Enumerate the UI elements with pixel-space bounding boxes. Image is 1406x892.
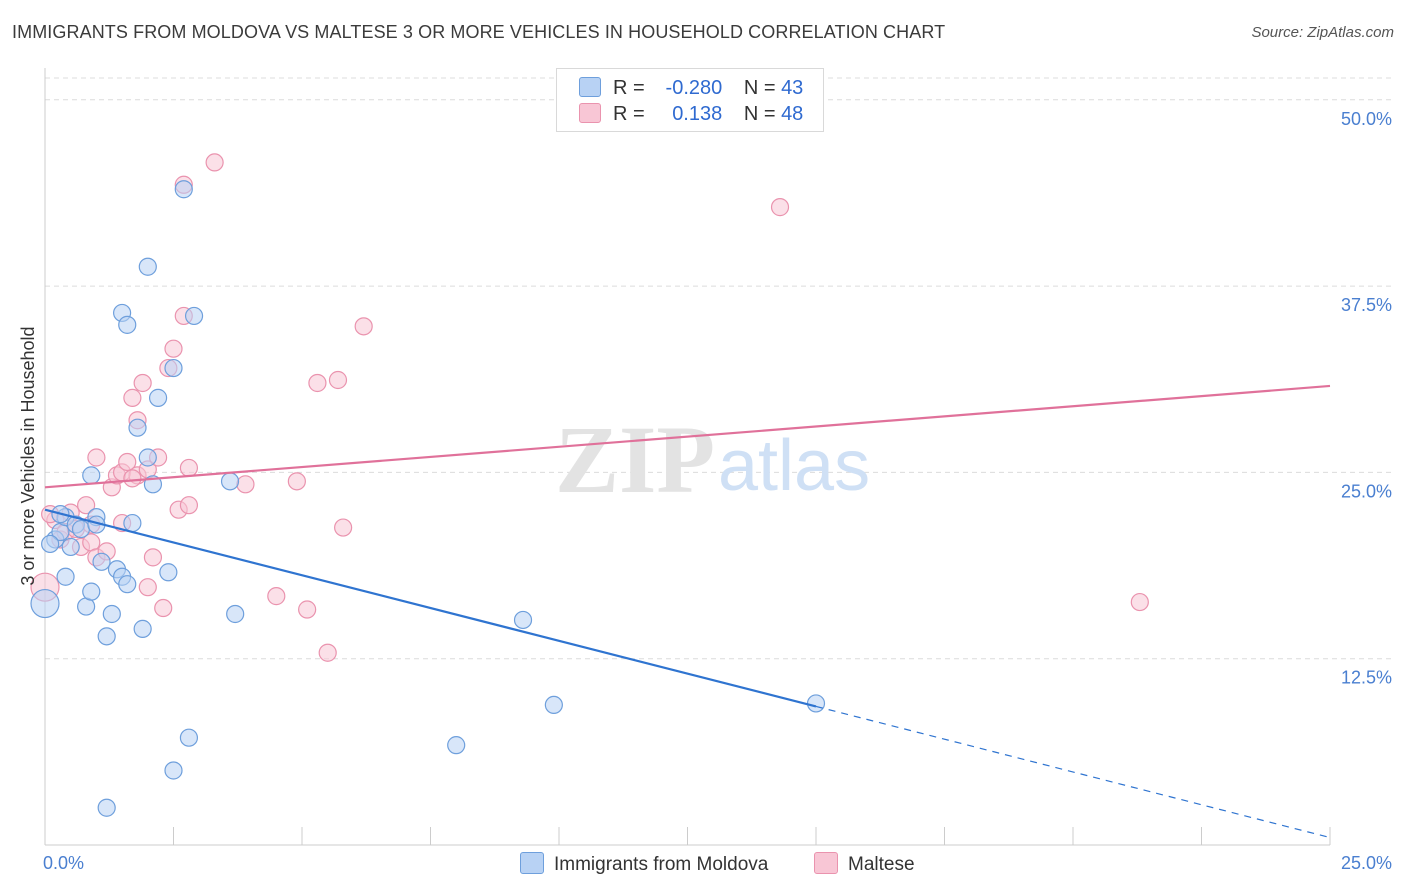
maltese-point xyxy=(133,373,152,393)
maltese-point xyxy=(308,373,327,393)
maltese-point xyxy=(205,153,224,172)
moldova-point xyxy=(226,604,245,624)
tick-labels: 12.5% 25.0% 37.5% 50.0% 0.0% 25.0% xyxy=(43,109,1392,873)
maltese-point xyxy=(328,370,348,390)
maltese-r-value: 0.138 xyxy=(672,103,723,125)
legend-n-label: N = xyxy=(743,77,776,99)
moldova-point xyxy=(138,448,157,467)
moldova-point xyxy=(118,315,137,334)
moldova-point xyxy=(92,552,111,571)
moldova-point xyxy=(118,575,137,594)
maltese-point xyxy=(179,458,199,478)
moldova-swatch xyxy=(579,77,601,97)
moldova-point xyxy=(133,619,152,638)
maltese-point xyxy=(770,198,790,217)
moldova-legend-swatch xyxy=(520,852,544,874)
maltese-swatch xyxy=(579,103,601,123)
maltese-point xyxy=(123,469,142,488)
moldova-point xyxy=(128,418,147,437)
maltese-point xyxy=(236,475,255,494)
maltese-point xyxy=(143,548,163,567)
moldova-point xyxy=(61,537,80,557)
legend-row-maltese: R = 0.138 N = 48 xyxy=(579,103,803,127)
bottom-legend-moldova: Immigrants from Moldova xyxy=(520,852,768,876)
moldova-point xyxy=(164,358,183,378)
moldova-n-value: 43 xyxy=(781,77,804,99)
moldova-point xyxy=(30,588,60,619)
maltese-point xyxy=(77,496,96,515)
watermark-atlas: atlas xyxy=(718,426,870,506)
x-tick-label: 25.0% xyxy=(1341,853,1392,873)
axes xyxy=(44,68,1331,846)
moldova-point xyxy=(123,513,142,533)
moldova-point xyxy=(97,627,116,646)
maltese-trend-line xyxy=(44,384,1331,489)
moldova-point xyxy=(41,534,60,554)
moldova-point xyxy=(544,695,563,715)
moldova-point xyxy=(220,472,240,491)
maltese-point xyxy=(123,388,142,407)
moldova-point xyxy=(82,466,101,485)
moldova-point xyxy=(97,798,116,817)
maltese-point xyxy=(318,643,337,662)
moldova-point xyxy=(174,180,193,199)
y-tick-label: 50.0% xyxy=(1341,109,1392,129)
legend-r-label: R = xyxy=(613,103,645,125)
bottom-legend-maltese: Maltese xyxy=(814,852,915,876)
maltese-point xyxy=(179,496,199,515)
legend-row-moldova: R = -0.280 N = 43 xyxy=(579,77,803,101)
moldova-point xyxy=(179,728,199,747)
grid-lines xyxy=(45,77,1392,660)
maltese-point xyxy=(1130,592,1149,612)
maltese-point xyxy=(298,600,317,619)
chart-title: IMMIGRANTS FROM MOLDOVA VS MALTESE 3 OR … xyxy=(12,22,946,42)
legend-r-label: R = xyxy=(613,77,645,99)
moldova-point xyxy=(71,519,91,539)
maltese-point xyxy=(118,452,137,472)
maltese-legend-swatch xyxy=(814,852,838,874)
maltese-point xyxy=(87,448,106,467)
moldova-point xyxy=(164,761,183,780)
moldova-point xyxy=(148,388,168,407)
legend-n-label: N = xyxy=(743,103,776,125)
moldova-point xyxy=(102,604,121,624)
maltese-n-value: 48 xyxy=(781,103,804,125)
moldova-point xyxy=(82,582,101,601)
moldova-legend-label: Immigrants from Moldova xyxy=(554,854,769,875)
watermark: ZIP atlas xyxy=(555,406,870,513)
moldova-point xyxy=(159,563,178,582)
maltese-point xyxy=(164,339,183,358)
maltese-legend-label: Maltese xyxy=(848,854,915,875)
y-tick-label: 12.5% xyxy=(1341,668,1392,688)
y-tick-label: 37.5% xyxy=(1341,295,1392,315)
maltese-point xyxy=(287,472,306,491)
source-label: Source: ZipAtlas.com xyxy=(1251,24,1394,41)
moldova-point xyxy=(447,736,466,755)
moldova-point xyxy=(138,257,157,276)
moldova-point xyxy=(184,306,204,326)
x-tick-label: 0.0% xyxy=(43,853,84,873)
maltese-point xyxy=(354,317,373,336)
y-axis-label: 3 or more Vehicles in Household xyxy=(18,326,38,585)
y-tick-label: 25.0% xyxy=(1341,481,1392,501)
moldova-point xyxy=(806,694,826,713)
moldova-trend-extension xyxy=(815,705,1331,839)
watermark-zip: ZIP xyxy=(555,406,715,513)
correlation-legend: R = -0.280 N = 43 R = 0.138 N = 48 xyxy=(556,68,824,132)
trend-lines xyxy=(44,384,1331,839)
maltese-point xyxy=(334,518,353,537)
maltese-point xyxy=(154,598,173,618)
moldova-point xyxy=(513,610,533,630)
maltese-point xyxy=(138,578,157,597)
moldova-point xyxy=(56,567,75,586)
moldova-r-value: -0.280 xyxy=(665,77,723,99)
moldova-trend-line xyxy=(44,508,817,708)
moldova-points xyxy=(30,180,826,817)
maltese-point xyxy=(267,587,286,606)
